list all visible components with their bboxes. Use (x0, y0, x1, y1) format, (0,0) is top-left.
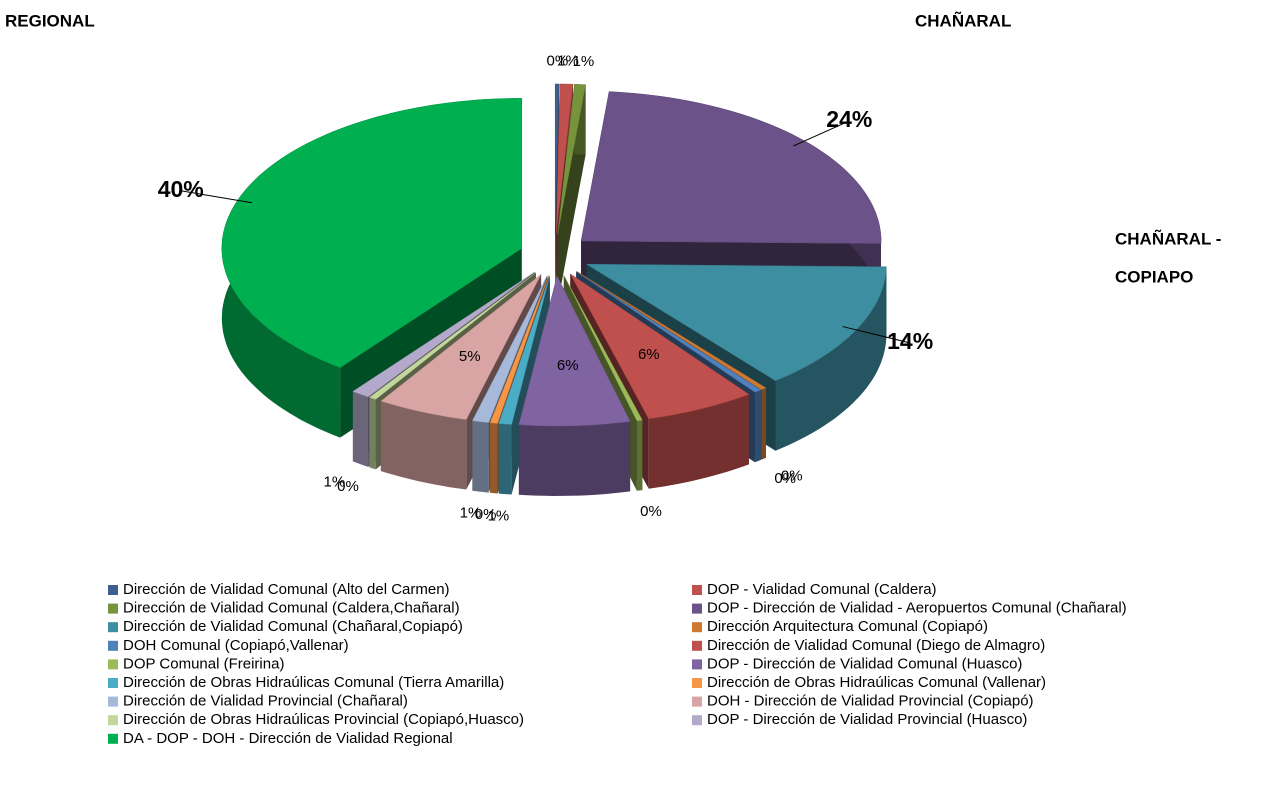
annotation: COPIAPO (1115, 267, 1193, 286)
legend-swatch (692, 696, 702, 707)
slice-side (648, 394, 749, 489)
legend-label: DOP - Dirección de Vialidad Comunal (Hua… (707, 655, 1022, 672)
legend-swatch (108, 640, 118, 651)
slice-side (636, 420, 643, 491)
leader-line (793, 120, 850, 147)
data-label: 1% (323, 473, 345, 490)
data-label: 0% (475, 506, 497, 523)
slice (557, 84, 586, 305)
slice-top (554, 83, 560, 235)
slice-top (576, 271, 767, 390)
legend-label: DOP - Dirección de Vialidad - Aeropuerto… (707, 600, 1127, 617)
slice-side (490, 422, 498, 494)
legend-swatch (108, 733, 118, 744)
legend-swatch (108, 585, 118, 595)
legend-swatch (108, 715, 118, 726)
annotation: CHAÑARAL (915, 10, 1011, 30)
legend-swatch (692, 640, 702, 651)
slice-top (368, 272, 537, 400)
legend-label: Dirección de Vialidad Comunal (Chañaral,… (123, 618, 463, 635)
legend-swatch (108, 659, 118, 670)
legend-label: Dirección de Obras Hidraúlicas Comunal (… (707, 674, 1046, 691)
data-label: 0% (640, 503, 662, 520)
leader-line (180, 190, 252, 204)
slice-side (498, 423, 512, 495)
slice-top (380, 274, 542, 420)
data-label: 1% (488, 507, 510, 524)
slice-side (369, 397, 376, 470)
data-label: 6% (557, 357, 579, 374)
slice-side (352, 391, 369, 467)
legend-label: DA - DOP - DOH - Dirección de Vialidad R… (123, 730, 453, 747)
leader-line (842, 326, 911, 344)
slice-top (570, 273, 750, 419)
slice-top (472, 275, 548, 423)
slice-side (775, 266, 887, 451)
data-label: 1% (573, 53, 595, 70)
data-label: 0% (337, 478, 359, 495)
legend-swatch (108, 622, 118, 633)
legend-label: Dirección de Vialidad Comunal (Alto del … (123, 581, 450, 598)
data-label: 6% (638, 346, 660, 363)
legend-label: Dirección de Vialidad Comunal (Diego de … (707, 637, 1045, 654)
legend-label: Dirección de Vialidad Comunal (Caldera,C… (123, 600, 460, 617)
legend-swatch (692, 659, 702, 670)
slice-top (557, 84, 586, 235)
data-label: 24% (826, 106, 872, 132)
slice-side (754, 389, 761, 463)
legend-swatch (108, 603, 118, 614)
slice-top (518, 275, 631, 427)
data-label: 1% (460, 505, 482, 522)
data-label: 5% (459, 348, 481, 365)
legend-label: DOH - Dirección de Vialidad Provincial (… (707, 693, 1034, 710)
slice-side (518, 421, 631, 496)
legend-label: Dirección de Obras Hidraúlicas Provincia… (123, 711, 524, 728)
legend-label: DOP Comunal (Freirina) (123, 655, 284, 672)
annotation: CHAÑARAL - (1115, 228, 1221, 248)
legend-swatch (692, 585, 702, 595)
legend-swatch (108, 696, 118, 707)
legend-label: Dirección de Vialidad Provincial (Chañar… (123, 693, 408, 710)
legend-swatch (692, 622, 702, 633)
slice-top (489, 275, 549, 424)
data-label: 14% (887, 328, 933, 354)
slice-side (380, 401, 467, 490)
slice-top (563, 275, 643, 422)
legend-label: Dirección de Obras Hidraúlicas Comunal (… (123, 674, 504, 691)
legend-swatch (108, 678, 118, 688)
legend-label: DOP - Vialidad Comunal (Caldera) (707, 581, 937, 598)
slice-side (761, 387, 766, 460)
slice-top (352, 271, 535, 398)
annotation: REGIONAL (5, 11, 95, 30)
slice-top (576, 271, 762, 393)
data-label: 0% (547, 52, 569, 69)
slice (518, 275, 631, 496)
legend-label: Dirección Arquitectura Comunal (Copiapó) (707, 618, 988, 635)
legend-label: DOP - Dirección de Vialidad Provincial (… (707, 711, 1027, 728)
data-label: 0% (781, 467, 803, 484)
data-label: 1% (557, 53, 579, 70)
legend-label: DOH Comunal (Copiapó,Vallenar) (123, 637, 349, 654)
slice-top (555, 83, 574, 235)
slice-side (472, 420, 489, 493)
legend-swatch (692, 715, 702, 726)
data-label: 40% (158, 176, 204, 202)
legend-swatch (692, 678, 702, 688)
legend-swatch (692, 603, 702, 614)
data-label: 0% (774, 470, 796, 487)
slice-top (498, 275, 551, 425)
